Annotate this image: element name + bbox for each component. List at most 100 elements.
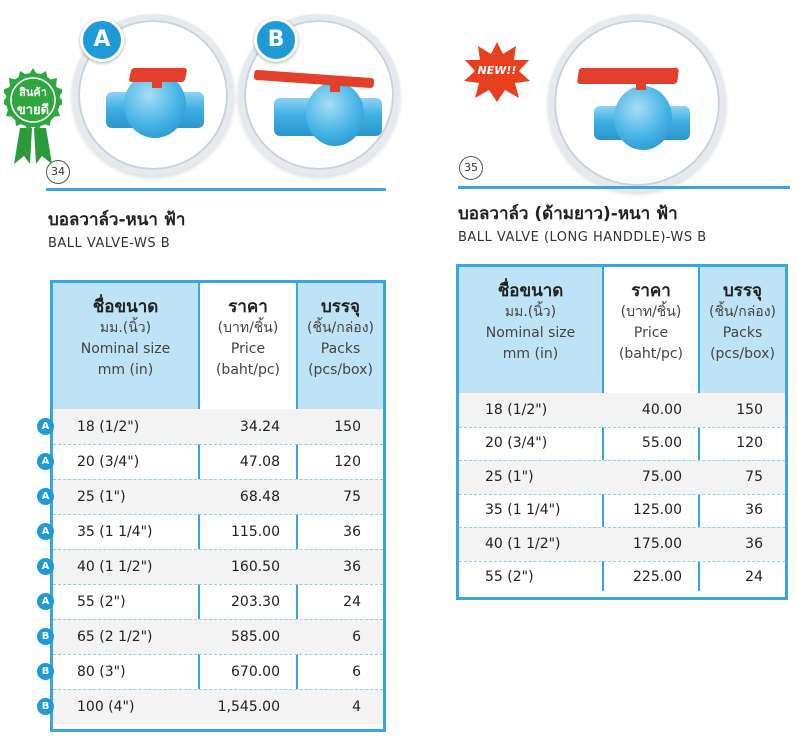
row-separator — [459, 493, 785, 495]
cell-pack: 75 — [343, 488, 361, 505]
cell-price: 40.00 — [641, 401, 682, 418]
cell-pack: 150 — [334, 418, 361, 435]
header-size-th: ชื่อขนาด — [92, 297, 159, 317]
col-divider-1 — [602, 267, 604, 591]
variant-a-badge: A — [80, 18, 124, 62]
new-label: NEW!! — [477, 64, 517, 77]
cell-price: 225.00 — [633, 569, 682, 586]
ribbon-text-1: สินค้า — [19, 86, 47, 99]
section-divider — [46, 188, 386, 191]
table-row: 65 (2 1/2") 585.00 6 — [53, 619, 383, 654]
header-size-th: ชื่อขนาด — [497, 281, 564, 301]
cell-price: 68.48 — [239, 488, 280, 505]
cell-size: 40 (1 1/2") — [77, 558, 153, 575]
cell-size: 18 (1/2") — [485, 401, 548, 418]
product-number-badge: 34 — [46, 160, 70, 184]
cell-size: 35 (1 1/4") — [485, 502, 561, 519]
header-pack: บรรจุ (ชิ้น/กล่อง) Packs (pcs/box) — [700, 267, 785, 393]
row-separator — [459, 460, 785, 461]
bestseller-ribbon: สินค้า ขายดี — [1, 66, 65, 166]
table-row: 35 (1 1/4") 115.00 36 — [53, 514, 383, 549]
table-row: 40 (1 1/2") 160.50 36 — [53, 549, 383, 584]
cell-price: 160.50 — [231, 558, 280, 575]
row-separator — [53, 514, 383, 515]
header-size-en2: mm (in) — [502, 346, 559, 362]
cell-pack: 36 — [343, 558, 361, 575]
row-separator — [459, 560, 785, 562]
header-price-th: ราคา — [228, 297, 268, 317]
table-header: ชื่อขนาด มม.(นิ้ว) Nominal size mm (in) … — [53, 283, 383, 409]
row-separator — [53, 619, 383, 620]
product-title-th: บอลวาล์ว-หนา ฟ้า — [48, 210, 186, 230]
header-pack: บรรจุ (ชิ้น/กล่อง) Packs (pcs/box) — [298, 283, 383, 409]
row-separator — [53, 549, 383, 550]
table-row: 80 (3") 670.00 6 — [53, 654, 383, 689]
header-size-en2: mm (in) — [97, 362, 154, 378]
cell-size: 18 (1/2") — [77, 418, 140, 435]
variant-b-row-badge: B — [37, 628, 54, 645]
header-price-en2: (baht/pc) — [618, 346, 684, 362]
row-separator — [53, 444, 383, 445]
row-separator — [459, 426, 785, 428]
table-row: 40 (1 1/2") 175.00 36 — [459, 527, 785, 561]
cell-size: 55 (2") — [77, 593, 126, 610]
table-header: ชื่อขนาด มม.(นิ้ว) Nominal size mm (in) … — [459, 267, 785, 393]
cell-price: 55.00 — [641, 435, 682, 452]
variant-a-row-badge: A — [37, 593, 54, 610]
cell-price: 175.00 — [633, 535, 682, 552]
product-title-en: BALL VALVE (LONG HANDDLE)-WS B — [458, 230, 707, 245]
cell-price: 203.30 — [231, 593, 280, 610]
new-starburst: NEW!! — [462, 40, 532, 104]
header-size-unit: มม.(นิ้ว) — [99, 320, 152, 336]
cell-price: 125.00 — [633, 502, 682, 519]
cell-size: 25 (1") — [485, 468, 534, 485]
variant-b-row-badge: B — [37, 698, 54, 715]
table-row: 20 (3/4") 55.00 120 — [459, 427, 785, 461]
header-size-en1: Nominal size — [80, 341, 171, 357]
cell-pack: 24 — [343, 593, 361, 610]
price-table-35: ชื่อขนาด มม.(นิ้ว) Nominal size mm (in) … — [456, 264, 788, 600]
cell-size: 20 (3/4") — [77, 453, 140, 470]
table-body: 18 (1/2") 34.24 150 20 (3/4") 47.08 120 25 (1"… — [53, 409, 383, 729]
variant-a-row-badge: A — [37, 558, 54, 575]
product-title-en: BALL VALVE-WS B — [48, 236, 171, 251]
cell-size: 100 (4") — [77, 698, 135, 715]
header-price-en1: Price — [633, 325, 669, 341]
table-body: 18 (1/2") 40.00 150 20 (3/4") 55.00 120 25 (1"… — [459, 393, 785, 597]
cell-pack: 150 — [736, 401, 763, 418]
col-divider-2 — [698, 267, 700, 591]
cell-size: 20 (3/4") — [485, 435, 548, 452]
cell-price: 670.00 — [231, 663, 280, 680]
header-price-en1: Price — [230, 341, 266, 357]
table-row: 100 (4") 1,545.00 4 — [53, 689, 383, 724]
table-row: 55 (2") 203.30 24 — [53, 584, 383, 619]
header-pack-th: บรรจุ — [722, 281, 762, 301]
row-separator — [53, 689, 383, 690]
cell-pack: 6 — [352, 663, 361, 680]
table-row: 20 (3/4") 47.08 120 — [53, 444, 383, 479]
cell-price: 47.08 — [239, 453, 280, 470]
cell-price: 34.24 — [239, 418, 280, 435]
cell-pack: 36 — [343, 523, 361, 540]
header-price: ราคา (บาท/ชิ้น) Price (baht/pc) — [604, 267, 698, 393]
header-price-en2: (baht/pc) — [215, 362, 281, 378]
cell-pack: 120 — [334, 453, 361, 470]
cell-pack: 120 — [736, 435, 763, 452]
product-title-th: บอลวาล์ว (ด้ามยาว)-หนา ฟ้า — [458, 204, 678, 224]
row-separator — [53, 584, 383, 585]
product-number-badge: 35 — [459, 156, 483, 180]
cell-price: 585.00 — [231, 628, 280, 645]
variant-a-row-badge: A — [37, 453, 54, 470]
cell-size: 80 (3") — [77, 663, 126, 680]
cell-pack: 36 — [745, 535, 763, 552]
header-pack-en1: Packs — [722, 325, 763, 341]
cell-price: 75.00 — [641, 468, 682, 485]
cell-size: 35 (1 1/4") — [77, 523, 153, 540]
cell-size: 55 (2") — [485, 569, 534, 586]
table-row: 18 (1/2") 40.00 150 — [459, 393, 785, 427]
header-price-unit: (บาท/ชิ้น) — [620, 304, 682, 320]
cell-pack: 6 — [352, 628, 361, 645]
header-pack-en2: (pcs/box) — [308, 362, 373, 378]
table-row: 18 (1/2") 34.24 150 — [53, 409, 383, 444]
cell-pack: 24 — [745, 569, 763, 586]
